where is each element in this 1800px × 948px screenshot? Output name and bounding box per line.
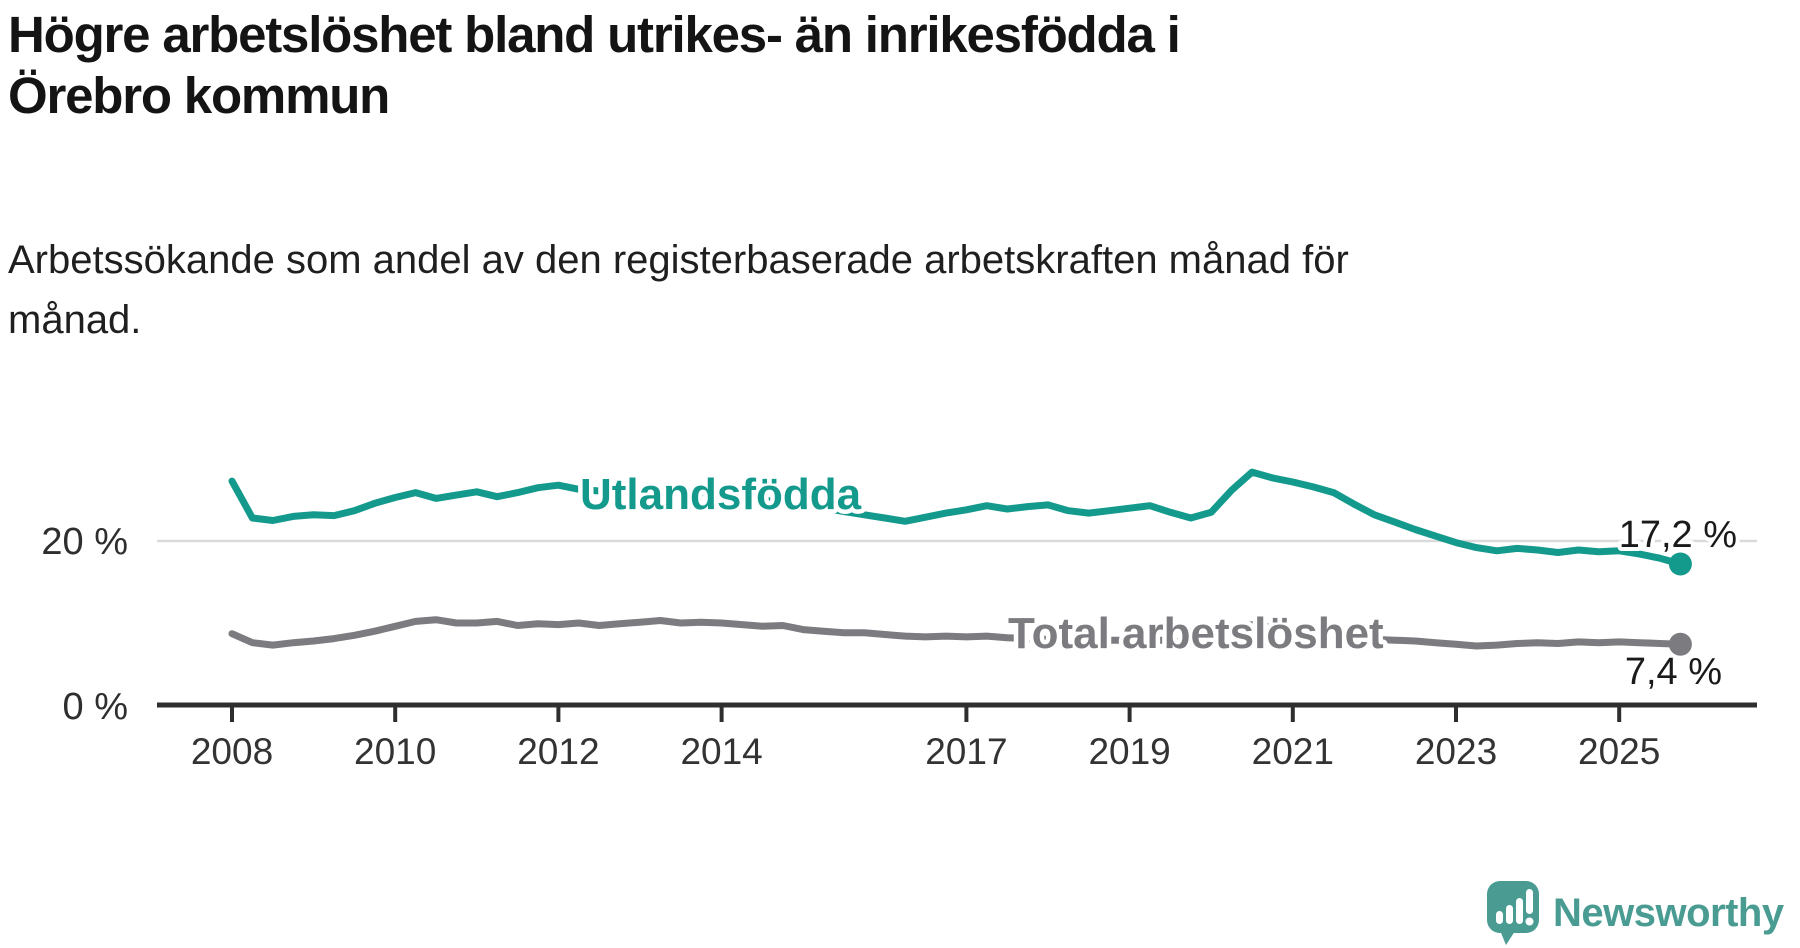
x-tick-label: 2017 <box>925 731 1007 772</box>
end-value-utlandsfodda: 17,2 % <box>1619 514 1737 556</box>
subtitle-line-2: månad. <box>8 298 142 342</box>
page-title: Högre arbetslöshet bland utrikes- än inr… <box>8 4 1548 126</box>
x-tick-label: 2023 <box>1415 731 1497 772</box>
newsworthy-logo: Newsworthy <box>1486 880 1784 946</box>
x-tick-label: 2010 <box>354 731 436 772</box>
title-line-2: Örebro kommun <box>8 67 390 124</box>
series-label-total: Total arbetslöshet <box>1008 609 1384 658</box>
series-end-dot-0 <box>1668 552 1692 576</box>
series-end-dot-1 <box>1668 632 1692 656</box>
x-tick-label: 2008 <box>191 731 273 772</box>
x-axis-ticks: 2008 2010 2012 2014 2017 2019 2021 2023 2025 <box>191 705 1660 772</box>
x-tick-label: 2025 <box>1578 731 1660 772</box>
y-axis-label-20: 20 % <box>41 521 128 563</box>
end-value-total: 7,4 % <box>1625 651 1722 693</box>
x-tick-label: 2012 <box>517 731 599 772</box>
series-end-dots <box>1668 552 1692 656</box>
x-tick-label: 2019 <box>1088 731 1170 772</box>
newsworthy-logo-text: Newsworthy <box>1553 890 1784 935</box>
x-tick-label: 2014 <box>680 731 762 772</box>
newsworthy-logo-icon <box>1487 881 1539 945</box>
series-lines <box>228 468 1684 650</box>
chart-subtitle: Arbetssökande som andel av den registerb… <box>8 230 1488 350</box>
series-line-0 <box>228 468 1684 568</box>
title-line-1: Högre arbetslöshet bland utrikes- än inr… <box>8 6 1181 63</box>
subtitle-line-1: Arbetssökande som andel av den registerb… <box>8 238 1349 282</box>
x-tick-label: 2021 <box>1252 731 1334 772</box>
y-axis-label-0: 0 % <box>63 686 128 728</box>
series-label-utlandsfodda: Utlandsfödda <box>580 470 862 519</box>
series-line-1 <box>228 616 1684 650</box>
